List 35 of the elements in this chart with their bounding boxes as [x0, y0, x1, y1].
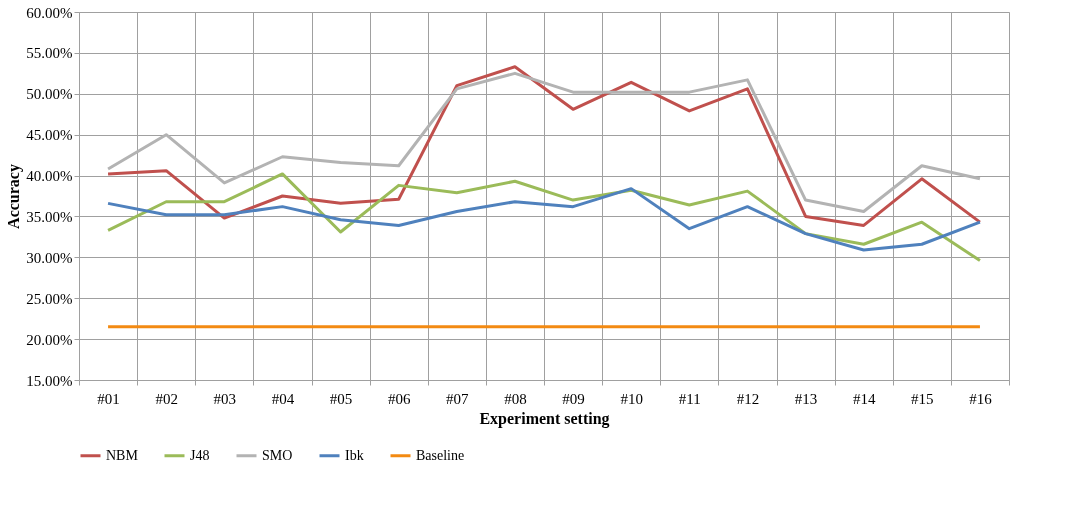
- x-tick-label: #06: [387, 390, 411, 407]
- x-tick-label: #08: [504, 390, 527, 407]
- line-series: [106, 172, 982, 263]
- y-tick-label: 60.00%: [26, 4, 73, 21]
- x-tick-label: #13: [794, 390, 818, 407]
- x-tick-label: #09: [562, 390, 585, 407]
- x-tick-label: #04: [271, 390, 295, 407]
- y-tick-label: 50.00%: [26, 86, 73, 103]
- line-series: [106, 187, 982, 252]
- x-tick-label: #03: [213, 390, 237, 407]
- legend-label: NBM: [106, 447, 139, 463]
- y-tick-label: 55.00%: [26, 45, 73, 62]
- x-tick-label: #07: [446, 390, 470, 407]
- x-tick-label: #15: [911, 390, 934, 407]
- y-tick-label: 15.00%: [26, 372, 73, 389]
- legend-label: J48: [190, 447, 210, 463]
- x-tick-label: #05: [329, 390, 353, 407]
- x-tick-label: #10: [620, 390, 643, 407]
- y-tick-label: 45.00%: [26, 127, 73, 144]
- legend-label: Ibk: [345, 447, 364, 463]
- y-tick-label: 25.00%: [26, 290, 73, 307]
- legend-label: SMO: [262, 447, 293, 463]
- y-tick-label: 20.00%: [26, 331, 73, 348]
- x-tick-label: #12: [736, 390, 760, 407]
- x-axis-title: Experiment setting: [479, 409, 610, 428]
- x-tick-label: #01: [97, 390, 120, 407]
- y-tick-label: 40.00%: [26, 168, 73, 185]
- legend-label: Baseline: [416, 447, 465, 463]
- y-tick-label: 35.00%: [26, 208, 73, 225]
- x-tick-label: #14: [852, 390, 876, 407]
- x-tick-label: #02: [155, 390, 178, 407]
- x-tick-label: #16: [969, 390, 993, 407]
- y-axis-title: Accuracy: [5, 164, 24, 229]
- x-tick-label: #11: [678, 390, 701, 407]
- y-tick-label: 30.00%: [26, 249, 73, 266]
